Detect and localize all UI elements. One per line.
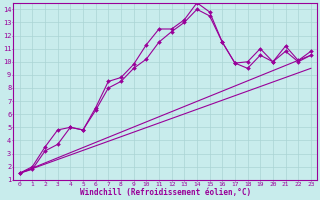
X-axis label: Windchill (Refroidissement éolien,°C): Windchill (Refroidissement éolien,°C)	[80, 188, 251, 197]
